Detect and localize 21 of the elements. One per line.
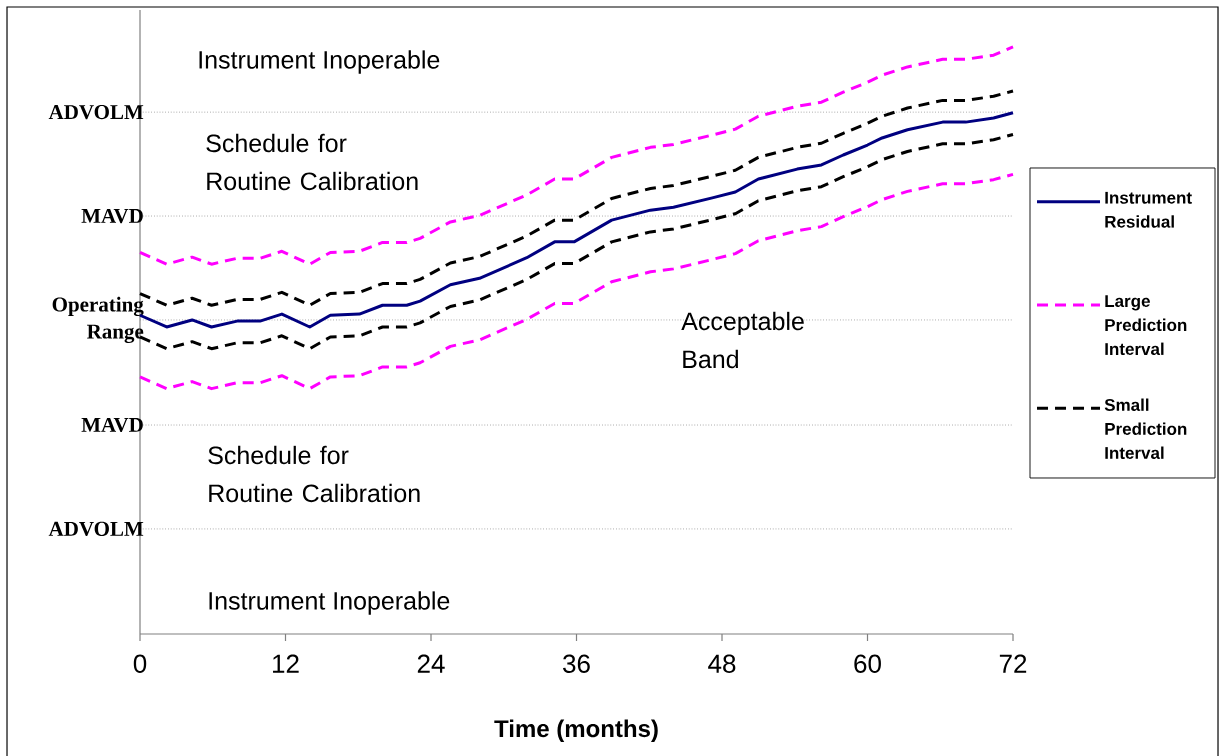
x-tick-label: 48 (708, 654, 736, 673)
x-tick-label: 24 (417, 654, 445, 673)
x-tick-label: 0 (133, 654, 147, 673)
x-tick-label: 12 (273, 654, 299, 673)
annotation: Instrument Inoperable (209, 591, 450, 615)
annotation: Instrument Inoperable (199, 50, 440, 74)
x-tick-label: 72 (999, 654, 1027, 673)
x-tick-label: 60 (854, 654, 881, 673)
ref-line-label: MAVD (81, 417, 143, 433)
x-axis-title: Time (months) (494, 719, 658, 742)
legend-label: Small Prediction Interval (1104, 398, 1187, 459)
annotation: Schedule for Routine Calibration (208, 445, 420, 503)
annotation: Acceptable Band (681, 311, 804, 369)
annotation: Schedule for Routine Calibration (206, 133, 418, 191)
legend-label: Instrument Residual (1105, 191, 1192, 228)
ref-line-label: MAVD (81, 208, 143, 224)
ref-line-label: ADVOLM (48, 521, 144, 537)
ref-line-label: Operating Range (52, 296, 144, 344)
x-tick-label: 36 (563, 654, 590, 673)
ref-line-label: ADVOLM (48, 105, 144, 120)
legend-label: Large Prediction Interval (1105, 295, 1187, 356)
